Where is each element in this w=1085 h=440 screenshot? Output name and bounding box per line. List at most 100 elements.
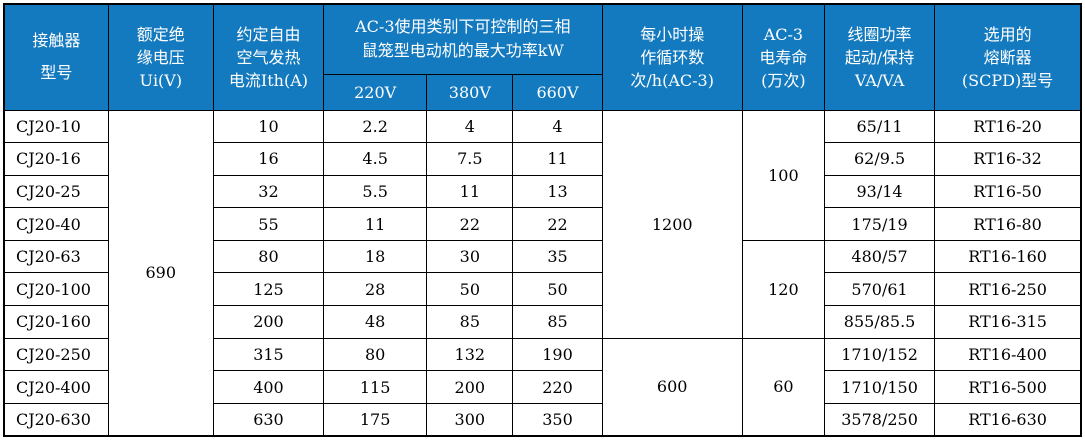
table-row: CJ20-400 400 115 200 220 1710/150 RT16-500 (3, 370, 1082, 404)
header-cell-220v: 220V (323, 73, 428, 111)
header-label: Ui(V) (139, 70, 183, 90)
cell-power-660v: 35 (512, 239, 603, 274)
header-label: 接触器 (32, 31, 81, 51)
cell-power-660v: 220 (512, 370, 603, 404)
header-label: VA/VA (854, 70, 905, 90)
header-label: AC-3 (763, 24, 804, 44)
cell-thermal-current: 630 (212, 402, 325, 437)
cell-power-220v: 2.2 (323, 109, 428, 144)
header-label: 鼠笼型电动机的最大功率kW (361, 41, 564, 61)
header-label: 次/h(AC-3) (630, 70, 714, 90)
cell-power-220v: 175 (323, 402, 428, 437)
header-label: 约定自由 (236, 24, 301, 44)
cell-coil-power: 62/9.5 (823, 142, 936, 176)
cell-model: CJ20-630 (3, 402, 109, 437)
cell-thermal-current: 32 (212, 174, 325, 209)
header-label: 作循环数 (640, 47, 705, 67)
cell-power-660v: 13 (512, 174, 603, 209)
cell-power-380v: 200 (426, 370, 514, 404)
header-label: 额定绝 (136, 24, 185, 44)
header-cell-electrical-life: AC-3 电寿命 (万次) (741, 3, 825, 111)
table-row: CJ20-16 16 4.5 7.5 11 62/9.5 RT16-32 (3, 142, 1082, 176)
cell-power-380v: 4 (426, 109, 514, 144)
header-label: 型号 (40, 63, 73, 83)
table-row: CJ20-100 125 28 50 50 570/61 RT16-250 (3, 272, 1082, 307)
cell-power-220v: 18 (323, 239, 428, 274)
header-label: 线圈功率 (847, 24, 912, 44)
table-header: 接触器 型号 额定绝 缘电压 Ui(V) 约定自由 空气发热 电流Ith(A) … (3, 3, 1082, 111)
header-label: 空气发热 (236, 47, 301, 67)
header-cell-contactor-model: 接触器 型号 (3, 3, 109, 111)
cell-thermal-current: 16 (212, 142, 325, 176)
cell-coil-power: 3578/250 (823, 402, 936, 437)
cell-power-220v: 4.5 (323, 142, 428, 176)
cell-thermal-current: 125 (212, 272, 325, 307)
cell-power-660v: 50 (512, 272, 603, 307)
cell-thermal-current: 400 (212, 370, 325, 404)
cell-fuse-type: RT16-400 (934, 337, 1082, 372)
table-row: CJ20-63 80 18 30 35 120 480/57 RT16-160 (3, 239, 1082, 339)
header-label: 电寿命 (759, 47, 808, 67)
cell-fuse-type: RT16-50 (934, 174, 1082, 209)
header-cell-660v: 660V (512, 73, 603, 111)
cell-model: CJ20-160 (3, 305, 109, 339)
cell-fuse-type: RT16-20 (934, 109, 1082, 144)
cell-fuse-type: RT16-32 (934, 142, 1082, 176)
cell-thermal-current: 315 (212, 337, 325, 372)
header-cell-operating-cycles: 每小时操 作循环数 次/h(AC-3) (601, 3, 743, 111)
cell-power-220v: 28 (323, 272, 428, 307)
cell-coil-power: 1710/152 (823, 337, 936, 372)
cell-fuse-type: RT16-630 (934, 402, 1082, 437)
header-cell-ac3-max-power-group: AC-3使用类别下可控制的三相 鼠笼型电动机的最大功率kW (323, 3, 603, 75)
table-body: CJ20-10 690 10 2.2 4 4 1200 100 65/11 RT16-20 CJ20… (3, 109, 1082, 437)
header-cell-coil-power: 线圈功率 起动/保持 VA/VA (823, 3, 936, 111)
cell-coil-power: 570/61 (823, 272, 936, 307)
cell-fuse-type: RT16-250 (934, 272, 1082, 307)
header-cell-fuse-type: 选用的 熔断器 (SCPD)型号 (934, 3, 1082, 111)
cell-model: CJ20-100 (3, 272, 109, 307)
cell-power-220v: 48 (323, 305, 428, 339)
cell-power-380v: 11 (426, 174, 514, 209)
header-cell-380v: 380V (426, 73, 514, 111)
header-label: (SCPD)型号 (961, 70, 1054, 90)
header-label: AC-3使用类别下可控制的三相 (355, 17, 571, 37)
header-label: 电流Ith(A) (228, 70, 309, 90)
table-row: CJ20-10 690 10 2.2 4 4 1200 100 65/11 RT16-20 (3, 109, 1082, 437)
cell-power-380v: 300 (426, 402, 514, 437)
cell-fuse-type: RT16-315 (934, 305, 1082, 339)
cell-power-380v: 30 (426, 239, 514, 274)
cell-model: CJ20-16 (3, 142, 109, 176)
header-label: 选用的 (983, 24, 1032, 44)
cell-coil-power: 855/85.5 (823, 305, 936, 339)
cell-model: CJ20-250 (3, 337, 109, 372)
cell-cycles-merged: 600 (601, 337, 743, 437)
cell-fuse-type: RT16-160 (934, 239, 1082, 274)
cell-model: CJ20-63 (3, 239, 109, 274)
header-label: 每小时操 (640, 24, 705, 44)
cell-life-merged: 100 (741, 109, 825, 241)
cell-power-380v: 85 (426, 305, 514, 339)
cell-power-660v: 22 (512, 207, 603, 241)
cell-model: CJ20-40 (3, 207, 109, 241)
table-row: CJ20-630 630 175 300 350 3578/250 RT16-630 (3, 402, 1082, 437)
cell-fuse-type: RT16-80 (934, 207, 1082, 241)
header-label: 起动/保持 (844, 47, 915, 67)
header-label: (万次) (761, 70, 806, 90)
header-label: 熔断器 (983, 47, 1032, 67)
cell-power-380v: 132 (426, 337, 514, 372)
cell-power-220v: 115 (323, 370, 428, 404)
cell-power-220v: 5.5 (323, 174, 428, 209)
cell-power-660v: 4 (512, 109, 603, 144)
cell-power-660v: 350 (512, 402, 603, 437)
header-cell-insulation-voltage: 额定绝 缘电压 Ui(V) (107, 3, 214, 111)
cell-life-merged: 60 (741, 337, 825, 437)
cell-power-660v: 85 (512, 305, 603, 339)
cell-thermal-current: 80 (212, 239, 325, 274)
cell-model: CJ20-25 (3, 174, 109, 209)
cell-thermal-current: 55 (212, 207, 325, 241)
cell-thermal-current: 200 (212, 305, 325, 339)
table-row: CJ20-250 315 80 132 190 600 60 1710/152 RT16-400 (3, 337, 1082, 437)
header-label: 缘电压 (136, 47, 185, 67)
cell-coil-power: 93/14 (823, 174, 936, 209)
